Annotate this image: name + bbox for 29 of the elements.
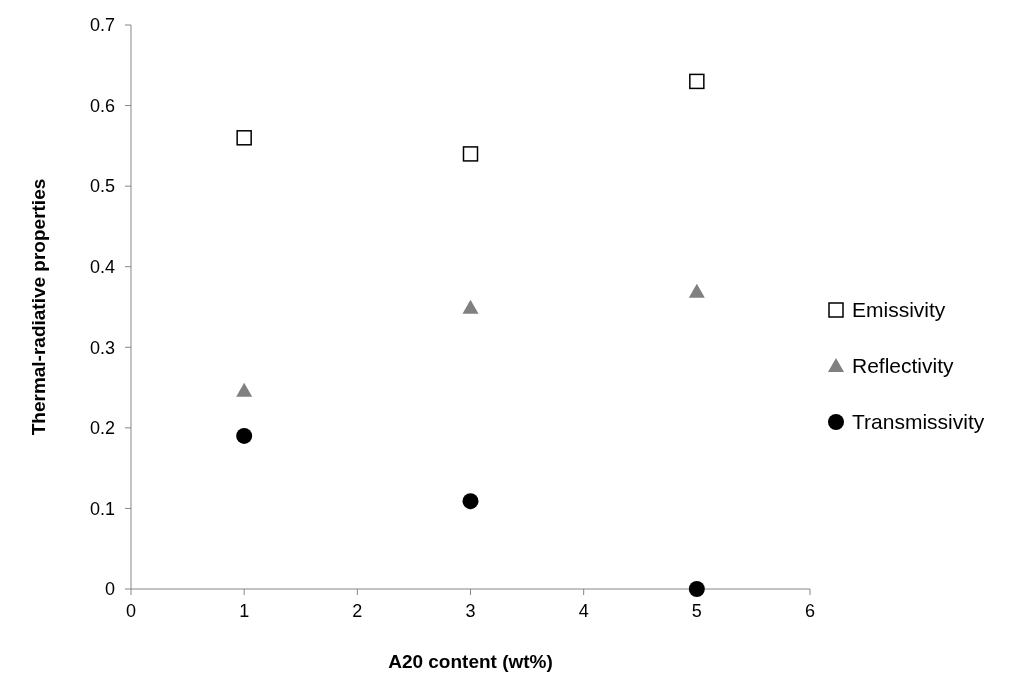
y-tick-label: 0.7 <box>89 15 115 36</box>
x-tick-label: 2 <box>352 601 363 621</box>
y-axis-title: Thermal-radiative properties <box>28 178 49 436</box>
point <box>462 493 479 510</box>
y-tick-label: 0 <box>104 579 115 600</box>
point <box>688 581 705 597</box>
legend-label: Transmissivity <box>852 410 985 434</box>
point <box>462 299 479 314</box>
legend-label: Emissivity <box>852 298 946 322</box>
point <box>236 427 253 444</box>
point <box>236 130 252 146</box>
y-tick-label: 0.3 <box>89 337 115 358</box>
y-tick-label: 0.4 <box>89 257 115 278</box>
y-tick-label: 0.5 <box>89 176 115 197</box>
x-tick-label: 5 <box>691 601 702 621</box>
legend-label: Reflectivity <box>852 354 955 378</box>
y-tick-label: 0.2 <box>89 418 115 439</box>
point <box>236 382 253 397</box>
x-tick-label: 0 <box>125 601 137 621</box>
point <box>462 146 479 162</box>
x-tick-label: 1 <box>239 601 250 621</box>
x-tick-label: 6 <box>804 601 816 621</box>
x-tick-label: 4 <box>578 601 589 621</box>
point <box>689 73 705 90</box>
x-axis-title: A20 content (wt%) <box>388 651 553 672</box>
y-tick-label: 0.6 <box>89 95 115 116</box>
x-tick-label: 3 <box>465 601 476 621</box>
point <box>688 283 705 298</box>
y-tick-label: 0.1 <box>89 498 115 519</box>
